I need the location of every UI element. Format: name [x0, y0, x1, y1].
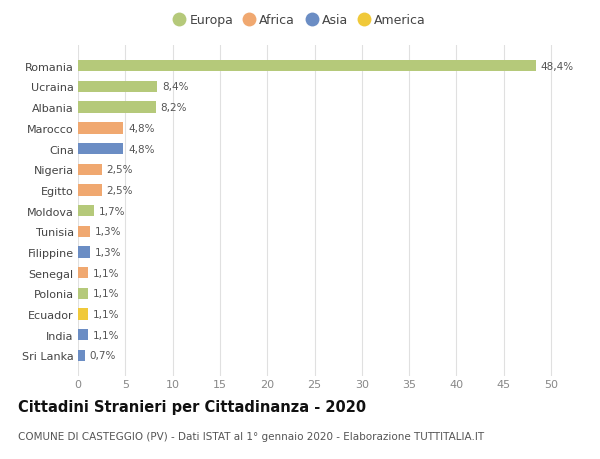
Text: 1,1%: 1,1%	[93, 309, 119, 319]
Legend: Europa, Africa, Asia, America: Europa, Africa, Asia, America	[168, 9, 431, 32]
Bar	[78, 288, 88, 299]
Text: 1,7%: 1,7%	[99, 206, 125, 216]
Text: 4,8%: 4,8%	[128, 144, 155, 154]
Bar	[78, 144, 124, 155]
Bar	[78, 350, 85, 361]
Text: 2,5%: 2,5%	[106, 165, 133, 175]
Text: 1,3%: 1,3%	[95, 247, 122, 257]
Bar	[78, 309, 88, 320]
Text: 8,4%: 8,4%	[162, 82, 189, 92]
Bar	[78, 247, 90, 258]
Bar	[78, 226, 90, 237]
Text: 1,1%: 1,1%	[93, 289, 119, 299]
Bar	[78, 206, 94, 217]
Bar	[78, 164, 101, 175]
Bar	[78, 82, 157, 93]
Text: 1,3%: 1,3%	[95, 227, 122, 237]
Bar	[78, 102, 155, 113]
Bar	[78, 185, 101, 196]
Text: 1,1%: 1,1%	[93, 330, 119, 340]
Text: 0,7%: 0,7%	[89, 351, 116, 361]
Bar	[78, 61, 536, 72]
Text: 8,2%: 8,2%	[160, 103, 187, 113]
Text: 4,8%: 4,8%	[128, 123, 155, 134]
Bar	[78, 268, 88, 279]
Text: 48,4%: 48,4%	[541, 62, 574, 72]
Text: Cittadini Stranieri per Cittadinanza - 2020: Cittadini Stranieri per Cittadinanza - 2…	[18, 399, 366, 414]
Bar	[78, 330, 88, 341]
Bar	[78, 123, 124, 134]
Text: 1,1%: 1,1%	[93, 268, 119, 278]
Text: 2,5%: 2,5%	[106, 185, 133, 196]
Text: COMUNE DI CASTEGGIO (PV) - Dati ISTAT al 1° gennaio 2020 - Elaborazione TUTTITAL: COMUNE DI CASTEGGIO (PV) - Dati ISTAT al…	[18, 431, 484, 442]
